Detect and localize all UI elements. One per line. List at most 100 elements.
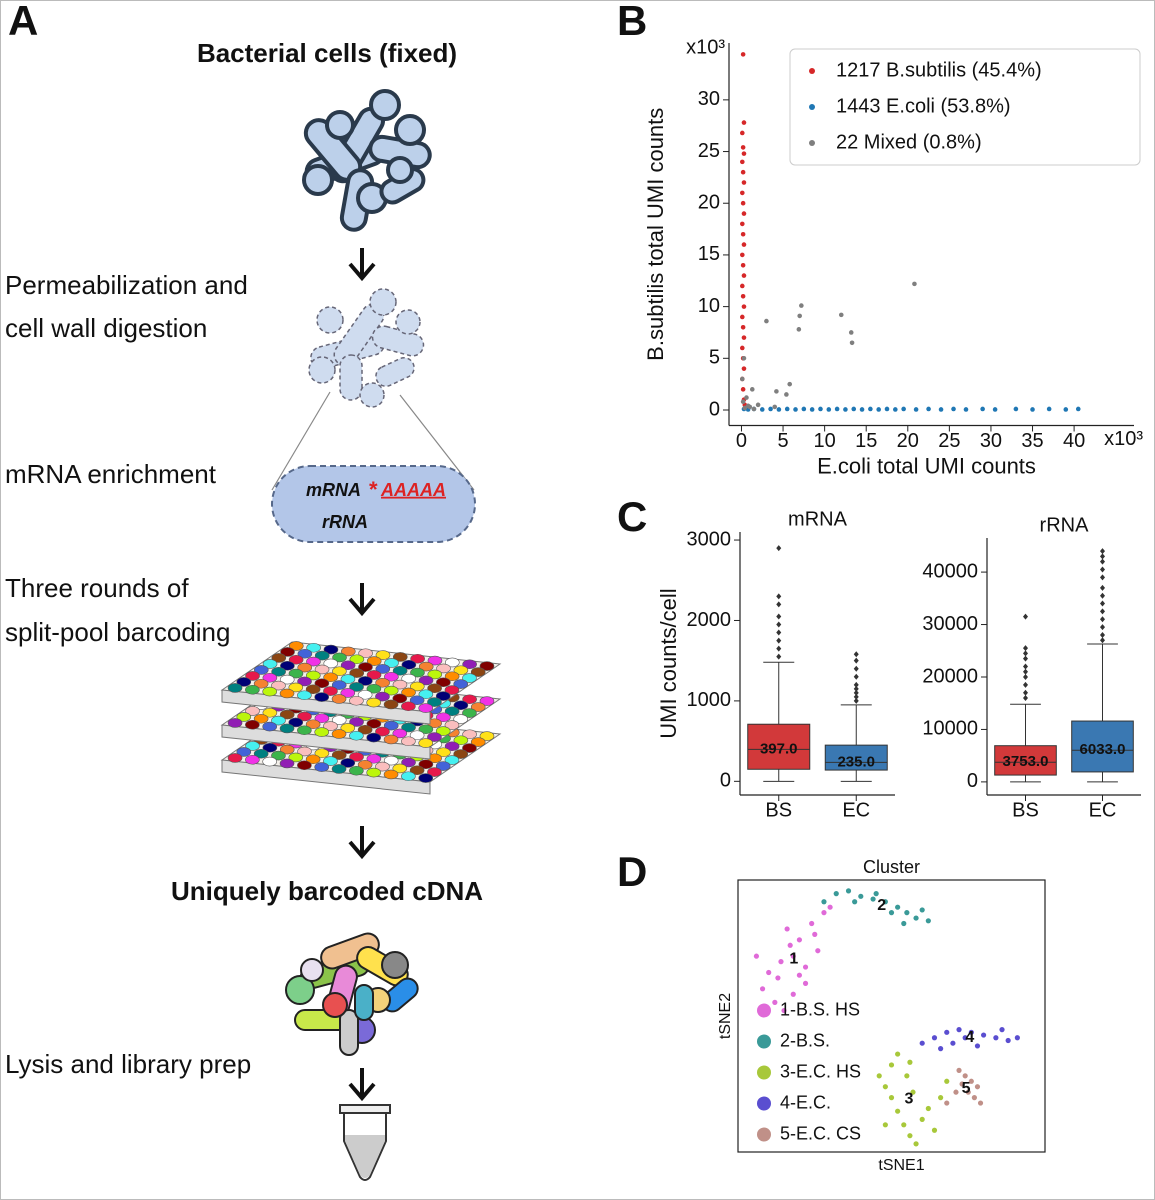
data-point xyxy=(809,920,815,927)
plate-well xyxy=(383,769,399,780)
legend-marker xyxy=(757,1034,771,1049)
plate-well xyxy=(366,670,382,680)
outlier xyxy=(1100,600,1105,607)
data-point xyxy=(790,991,796,997)
outlier xyxy=(776,637,782,644)
plate-well xyxy=(375,691,390,702)
data-point xyxy=(931,1127,938,1133)
x-axis-label: tSNE1 xyxy=(878,1157,924,1174)
plate-well xyxy=(288,717,304,728)
step-text: Permeabilization and xyxy=(5,270,248,300)
data-point xyxy=(774,389,779,394)
plate-edge xyxy=(221,724,431,760)
data-point xyxy=(944,1100,950,1106)
plate-well xyxy=(245,741,260,751)
arrow-part xyxy=(348,248,376,282)
data-point xyxy=(812,931,818,938)
outlier xyxy=(853,685,859,692)
plate-well xyxy=(245,719,260,730)
plate-well xyxy=(271,653,287,663)
star-label: * xyxy=(369,477,378,502)
data-point xyxy=(740,376,745,382)
data-point xyxy=(901,1122,907,1128)
data-point xyxy=(766,969,772,976)
plate-well xyxy=(323,644,339,655)
data-point xyxy=(741,356,747,361)
plate-well xyxy=(314,678,330,689)
plate-well xyxy=(444,741,460,752)
plate-well xyxy=(375,650,391,660)
legend-marker xyxy=(757,1065,771,1080)
plate-well xyxy=(245,706,260,716)
plate-well xyxy=(271,680,286,691)
rrna-label: rRNA xyxy=(322,512,368,532)
box xyxy=(994,745,1057,776)
data-point xyxy=(796,937,803,943)
plate-well xyxy=(340,688,356,698)
plate-well xyxy=(436,747,451,758)
x-tick-label: 30 xyxy=(980,430,1002,452)
data-point xyxy=(870,896,876,902)
box xyxy=(1071,720,1134,773)
data-point xyxy=(801,406,807,412)
outlier xyxy=(1100,548,1105,555)
outlier xyxy=(776,613,782,620)
plate-well xyxy=(392,665,408,676)
callout-part xyxy=(271,391,331,491)
plate-well xyxy=(297,725,312,736)
y-tick-label: 0 xyxy=(709,398,720,420)
plate-well xyxy=(375,664,391,674)
y-tick-label: 1000 xyxy=(687,689,732,711)
plate-well xyxy=(470,667,486,677)
plate-well xyxy=(409,681,425,692)
step-title: Uniquely barcoded cDNA xyxy=(171,876,483,906)
data-point xyxy=(919,907,925,913)
cdna-icon-part xyxy=(354,984,374,1021)
cluster-label: 2 xyxy=(877,897,886,914)
data-point xyxy=(740,345,745,351)
plate-well xyxy=(383,720,399,731)
permeabilized-bacteria-icon-part xyxy=(375,357,415,387)
data-point xyxy=(787,381,793,387)
x-tick-label: BS xyxy=(1012,799,1039,821)
data-point xyxy=(851,406,857,412)
data-point xyxy=(901,406,906,412)
plate-well xyxy=(332,652,347,663)
plate-well xyxy=(262,742,278,753)
legend-label: 1443 E.coli (53.8%) xyxy=(836,95,1011,117)
data-point xyxy=(1063,407,1069,412)
outlier xyxy=(1100,632,1105,639)
data-point xyxy=(802,964,809,970)
legend-marker xyxy=(809,140,815,146)
plate-well xyxy=(306,642,321,653)
data-point xyxy=(1013,406,1019,412)
plate-well xyxy=(314,692,330,702)
plate-well xyxy=(401,722,416,733)
y-tick-label: 15 xyxy=(698,243,720,265)
plate-well xyxy=(227,718,243,728)
plate-well xyxy=(366,683,382,694)
bacteria-icon xyxy=(302,89,432,232)
plate-well xyxy=(306,656,321,667)
data-point xyxy=(772,999,778,1006)
plate-well xyxy=(332,666,347,677)
outlier xyxy=(853,651,859,658)
data-point xyxy=(744,395,749,400)
data-point xyxy=(999,1027,1005,1033)
data-point xyxy=(740,52,746,57)
data-point xyxy=(740,252,745,258)
plate-well xyxy=(462,708,477,718)
plate-well xyxy=(462,673,477,683)
data-point xyxy=(742,405,748,411)
step-text: Lysis and library prep xyxy=(5,1049,251,1079)
plate-well xyxy=(227,753,243,763)
plate-well xyxy=(366,732,382,743)
plate-well xyxy=(323,756,338,766)
permeabilized-bacteria-icon-part xyxy=(369,288,397,316)
plate-well xyxy=(245,754,260,765)
outlier xyxy=(1100,608,1105,615)
plate-well xyxy=(427,767,442,777)
chart-title: rRNA xyxy=(1040,514,1090,536)
plate-well xyxy=(384,671,399,682)
